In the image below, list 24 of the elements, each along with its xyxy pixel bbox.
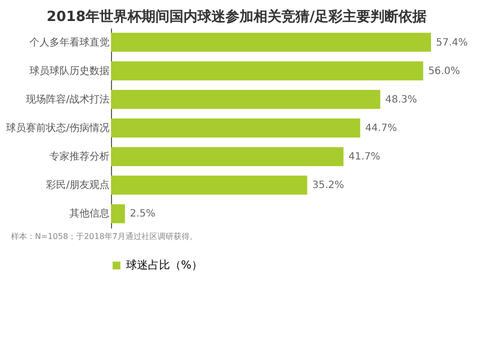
data-label: 35.2% (312, 180, 344, 192)
bar (111, 90, 380, 109)
y-tick-label: 球员球队历史数据 (30, 64, 110, 77)
bar (111, 61, 424, 80)
y-tick-label: 个人多年看球直觉 (30, 36, 110, 48)
data-label: 57.4% (436, 37, 468, 48)
data-label: 44.7% (365, 123, 397, 134)
text: 样本：N=1058；于2018年7月通过社区调研获得。 (11, 232, 198, 241)
bar (111, 176, 308, 195)
data-label: 48.3% (385, 94, 418, 106)
y-tick-label: 其他信息 (70, 208, 110, 220)
bar (111, 32, 431, 52)
bar (111, 147, 344, 166)
y-tick-label: 专家推荐分析 (50, 150, 110, 163)
y-tick-label: 彩民/朋友观点 (46, 179, 110, 192)
y-tick-label: 现场阵容/战术打法 (26, 93, 110, 106)
chart-title: 2018年世界杯期间国内球迷参加相关竞猜/足彩主要判断依据 (46, 8, 427, 25)
bar (111, 118, 360, 138)
bar (111, 204, 125, 224)
data-label: 56.0% (428, 66, 460, 77)
data-label: 2.5% (130, 208, 156, 220)
y-tick-label: 球员赛前状态/伤病情况 (6, 122, 110, 134)
legend-label: 球迷占比（%） (126, 258, 202, 272)
data-label: 41.7% (348, 152, 380, 163)
